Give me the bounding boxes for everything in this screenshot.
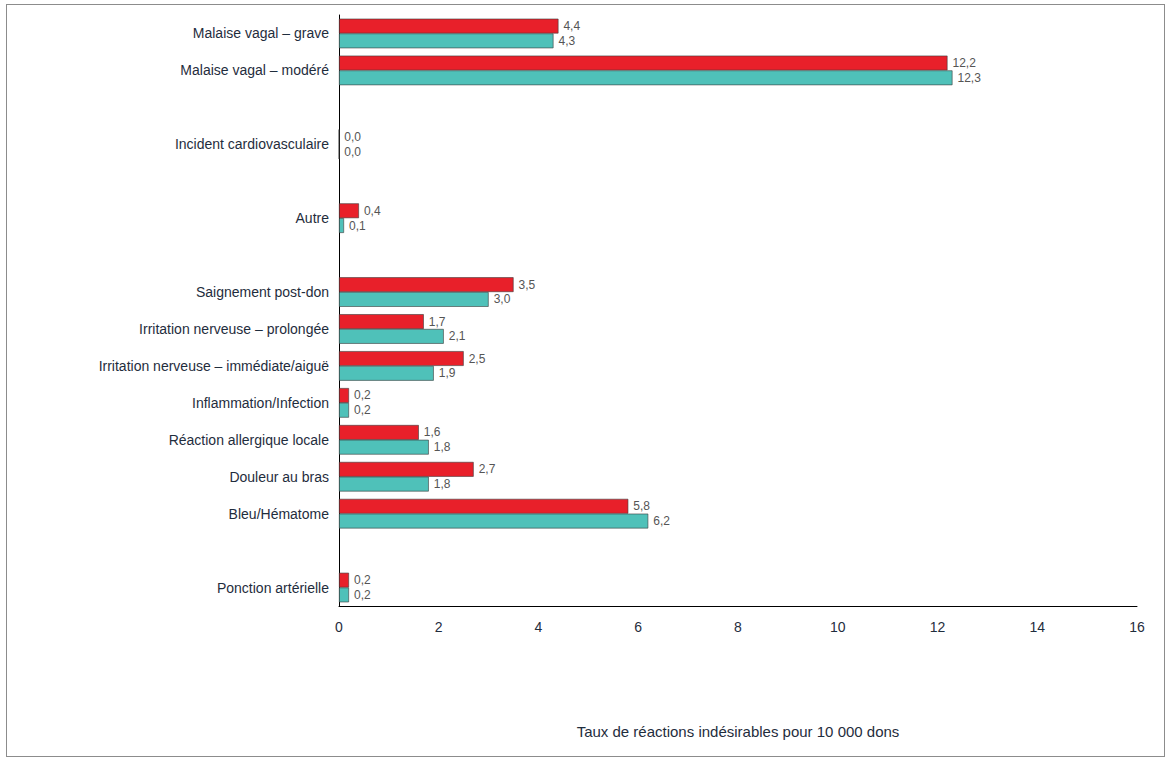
svg-text:4: 4 [535, 619, 543, 635]
svg-text:10: 10 [830, 619, 846, 635]
svg-text:0,2: 0,2 [354, 588, 371, 602]
svg-text:4,4: 4,4 [563, 19, 580, 33]
svg-text:1,7: 1,7 [429, 315, 446, 329]
svg-text:3,0: 3,0 [494, 292, 511, 306]
svg-text:0,0: 0,0 [344, 145, 361, 159]
svg-text:16: 16 [1129, 619, 1145, 635]
svg-text:14: 14 [1029, 619, 1045, 635]
svg-text:2,5: 2,5 [469, 352, 486, 366]
svg-text:0,2: 0,2 [354, 388, 371, 402]
svg-text:12: 12 [930, 619, 946, 635]
svg-text:Inflammation/Infection: Inflammation/Infection [192, 395, 329, 411]
svg-text:Irritation nerveuse – immédiat: Irritation nerveuse – immédiate/aiguë [99, 358, 330, 374]
svg-text:Irritation nerveuse – prolongé: Irritation nerveuse – prolongée [139, 321, 329, 337]
svg-text:12,3: 12,3 [957, 71, 981, 85]
svg-text:1,8: 1,8 [434, 477, 451, 491]
svg-text:1,6: 1,6 [424, 425, 441, 439]
svg-text:4,3: 4,3 [558, 34, 575, 48]
svg-text:Douleur au bras: Douleur au bras [229, 469, 329, 485]
svg-text:0,2: 0,2 [354, 403, 371, 417]
svg-text:5,8: 5,8 [633, 499, 650, 513]
svg-text:0: 0 [335, 619, 343, 635]
svg-text:Saignement post-don: Saignement post-don [196, 284, 329, 300]
svg-text:0,0: 0,0 [344, 130, 361, 144]
svg-text:3,5: 3,5 [519, 278, 536, 292]
svg-text:Incident cardiovasculaire: Incident cardiovasculaire [175, 136, 329, 152]
svg-text:Malaise vagal – grave: Malaise vagal – grave [193, 25, 329, 41]
svg-text:Malaise vagal – modéré: Malaise vagal – modéré [180, 62, 329, 78]
svg-text:8: 8 [734, 619, 742, 635]
svg-text:2,1: 2,1 [449, 329, 466, 343]
svg-text:2,7: 2,7 [479, 462, 496, 476]
svg-text:Taux de réactions indésirables: Taux de réactions indésirables pour 10 0… [577, 723, 900, 740]
svg-text:6: 6 [634, 619, 642, 635]
svg-text:0,4: 0,4 [364, 204, 381, 218]
svg-text:1,9: 1,9 [439, 366, 456, 380]
svg-text:Autre: Autre [296, 210, 330, 226]
svg-text:Ponction artérielle: Ponction artérielle [217, 580, 329, 596]
svg-text:0,1: 0,1 [349, 219, 366, 233]
svg-text:12,2: 12,2 [952, 56, 976, 70]
svg-text:6,2: 6,2 [653, 514, 670, 528]
svg-text:0,2: 0,2 [354, 573, 371, 587]
svg-text:Réaction allergique locale: Réaction allergique locale [169, 432, 330, 448]
svg-text:2: 2 [435, 619, 443, 635]
svg-text:Bleu/Hématome: Bleu/Hématome [229, 506, 330, 522]
svg-text:1,8: 1,8 [434, 440, 451, 454]
